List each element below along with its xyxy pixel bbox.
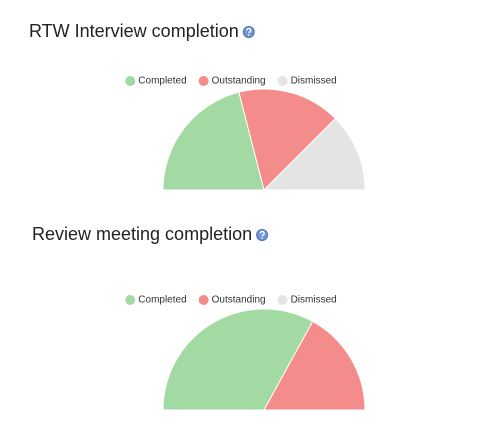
panel: Review meeting completion: [32, 224, 269, 244]
legend-swatch: [277, 76, 288, 86]
legend-label: Completed: [138, 295, 186, 306]
pie-slice: [263, 320, 366, 411]
legend-swatch: [125, 295, 136, 305]
legend-swatch: [125, 76, 136, 86]
pie-slice: [162, 308, 314, 411]
pie-slice: [238, 88, 337, 191]
legend-swatch: [198, 76, 209, 86]
legend: Completed Outstanding Dismissed: [125, 295, 337, 306]
help-icon[interactable]: [242, 26, 255, 38]
chart-title: RTW Interview completion: [29, 21, 239, 41]
pie-slice: [162, 91, 265, 191]
help-icon[interactable]: [256, 229, 269, 241]
legend: Completed Outstanding Dismissed: [125, 76, 337, 87]
legend-label: Dismissed: [291, 76, 337, 87]
chart-title: Review meeting completion: [32, 224, 252, 244]
panel: RTW Interview completion: [29, 21, 255, 41]
legend-label: Completed: [138, 76, 186, 87]
legend-label: Dismissed: [291, 295, 337, 306]
pie-slice: [262, 117, 366, 191]
legend-swatch: [198, 295, 209, 305]
legend-label: Outstanding: [212, 76, 266, 87]
legend-label: Outstanding: [212, 295, 266, 306]
legend-swatch: [277, 295, 288, 305]
